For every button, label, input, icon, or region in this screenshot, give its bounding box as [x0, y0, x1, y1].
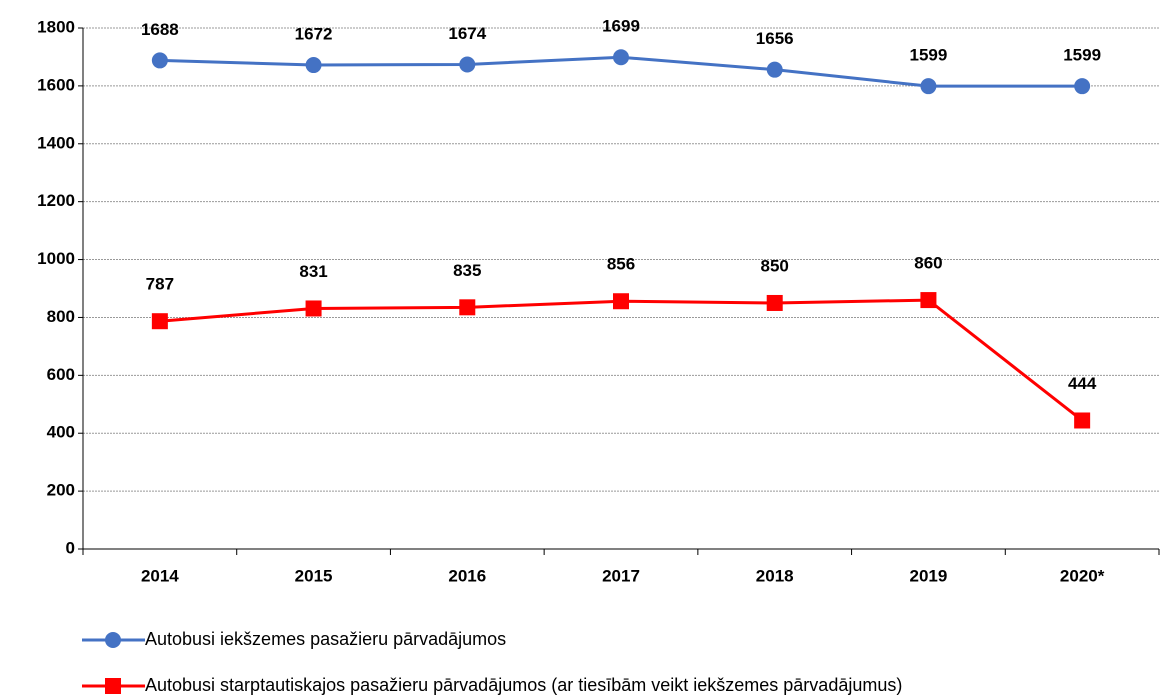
- data-label: 1599: [910, 46, 948, 65]
- data-label: 1674: [448, 24, 486, 43]
- data-label: 787: [146, 275, 174, 294]
- y-tick-label: 1000: [37, 249, 75, 268]
- data-label: 831: [299, 262, 327, 281]
- point: [151, 52, 168, 69]
- x-tick-label: 2020*: [1060, 566, 1105, 585]
- x-tick-label: 2014: [141, 566, 179, 585]
- data-label: 1656: [756, 29, 794, 48]
- y-tick-label: 400: [47, 423, 75, 442]
- data-label: 835: [453, 261, 481, 280]
- point: [305, 300, 322, 317]
- y-tick-label: 1800: [37, 17, 75, 36]
- data-label: 1672: [295, 25, 333, 44]
- point: [613, 293, 629, 310]
- y-tick-label: 1400: [37, 133, 75, 152]
- y-tick-label: 1600: [37, 75, 75, 94]
- data-label: 850: [761, 256, 789, 275]
- legend-marker: [105, 678, 121, 694]
- data-label: 856: [607, 255, 635, 274]
- point: [920, 292, 937, 309]
- data-label: 1599: [1063, 46, 1101, 65]
- point: [613, 49, 629, 66]
- point: [1074, 412, 1091, 429]
- x-tick-label: 2017: [602, 566, 640, 585]
- point: [766, 294, 783, 311]
- legend-label: Autobusi starptautiskajos pasažieru pārv…: [145, 675, 902, 695]
- data-label: 860: [914, 254, 942, 273]
- x-tick-label: 2016: [448, 566, 486, 585]
- point: [459, 56, 476, 73]
- legend-marker: [105, 632, 121, 648]
- y-tick-label: 800: [47, 307, 75, 326]
- x-tick-label: 2018: [756, 566, 794, 585]
- point: [766, 61, 783, 78]
- point: [305, 57, 322, 74]
- data-label: 1688: [141, 20, 179, 39]
- y-tick-label: 1200: [37, 191, 75, 210]
- series-line: [159, 298, 1084, 422]
- y-tick-label: 0: [66, 538, 75, 557]
- x-tick-label: 2019: [910, 566, 948, 585]
- point: [151, 313, 168, 330]
- point: [459, 299, 476, 316]
- y-tick-label: 600: [47, 365, 75, 384]
- x-tick-label: 2015: [295, 566, 333, 585]
- legend-label: Autobusi iekšzemes pasažieru pārvadājumo…: [145, 629, 506, 649]
- data-label: 444: [1068, 374, 1097, 393]
- point: [920, 78, 937, 95]
- data-label: 1699: [602, 17, 640, 36]
- y-tick-label: 200: [47, 481, 75, 500]
- point: [1074, 78, 1091, 95]
